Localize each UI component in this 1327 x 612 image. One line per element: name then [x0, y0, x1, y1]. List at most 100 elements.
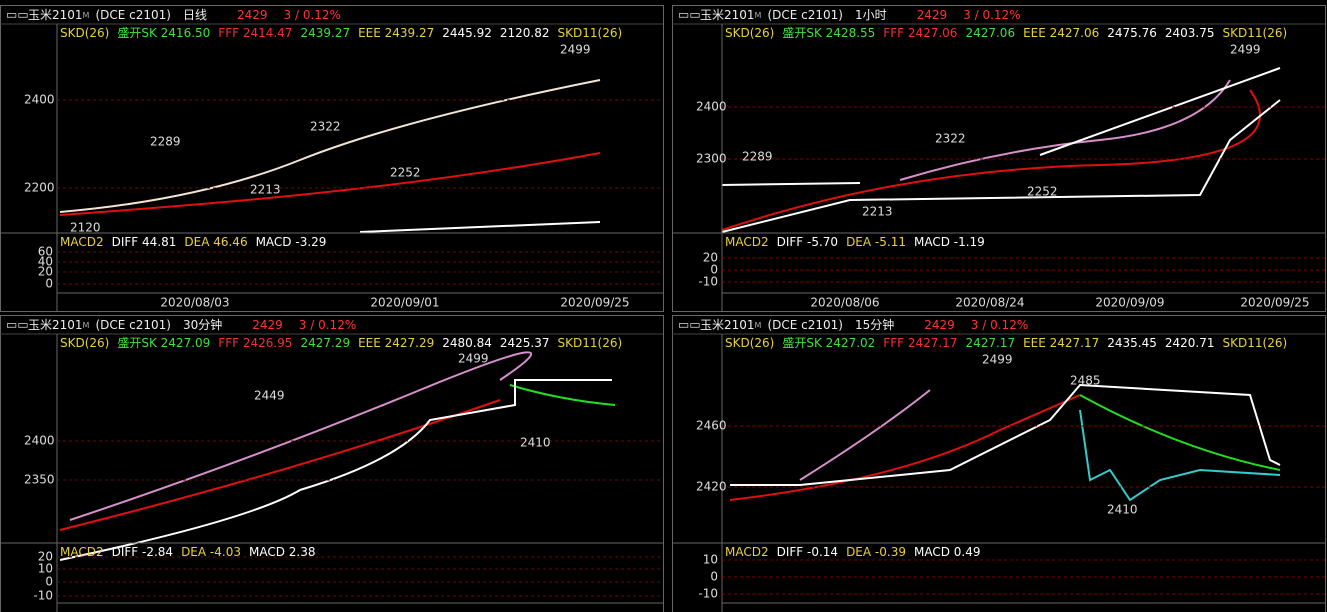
price-label: 2322: [935, 132, 966, 146]
chart-panel: ▭▭ 玉米2101M (DCE c2101) 30分钟 2429 3 / 0.12% SKD…: [0, 315, 664, 612]
x-tick-label: 2020/09/09: [1095, 296, 1164, 310]
macd-value: MACD2: [60, 545, 104, 559]
panel-border: [0, 315, 664, 612]
y-tick-label: 2350: [24, 473, 55, 487]
indicator-line: SKD(26) 盛开SK 2427.02 FFF 2427.17 2427.17 EEE…: [725, 335, 1287, 350]
header-period[interactable]: 30分钟: [183, 317, 222, 332]
indicator-line: SKD(26) 盛开SK 2427.09 FFF 2426.95 2427.29 EEE…: [60, 335, 622, 350]
indicator-value: SKD11(26): [558, 26, 623, 40]
header-code: (DCE c2101): [95, 8, 171, 22]
header-price: 2429: [237, 8, 268, 22]
indicator-value: EEE 2427.29: [358, 336, 434, 350]
price-label: 2485: [1070, 374, 1101, 388]
panel-icon: ▭▭: [6, 318, 29, 332]
price-label: 2499: [1230, 43, 1261, 57]
price-label: 2289: [742, 150, 773, 164]
price-label: 2289: [150, 135, 181, 149]
price-label: 2410: [1107, 503, 1138, 517]
indicator-value: 2425.37: [500, 336, 550, 350]
indicator-value: SKD11(26): [1223, 336, 1288, 350]
indicator-value: 2403.75: [1165, 26, 1215, 40]
indicator-value: SKD(26): [725, 26, 774, 40]
indicator-value: 盛开SK 2427.02: [782, 335, 875, 350]
y-tick-label: 2460: [696, 419, 727, 433]
panel-header: 玉米2101M (DCE c2101) 日线 2429 3 / 0.12%: [28, 8, 341, 22]
macd-value: DIFF 44.81: [112, 235, 177, 249]
indicator-value: SKD11(26): [558, 336, 623, 350]
y-tick-label: 2400: [24, 93, 55, 107]
header-period[interactable]: 日线: [183, 8, 207, 22]
indicator-value: 2427.17: [965, 336, 1015, 350]
price-label: 2322: [310, 120, 341, 134]
macd-value: DEA -4.03: [181, 545, 241, 559]
header-period[interactable]: 1小时: [855, 8, 887, 22]
macd-tick-label: -10: [698, 275, 718, 289]
macd-tick-label: 0: [45, 575, 53, 589]
price-label: 2499: [458, 352, 489, 366]
macd-value: MACD 2.38: [249, 545, 316, 559]
macd-line: MACD2 DIFF -2.84 DEA -4.03 MACD 2.38: [60, 545, 315, 559]
indicator-value: 盛开SK 2427.09: [117, 335, 210, 350]
header-symbol: 玉米2101: [700, 318, 755, 332]
indicator-value: 2445.92: [442, 26, 492, 40]
indicator-value: SKD(26): [60, 26, 109, 40]
macd-tick-label: 20: [703, 251, 718, 265]
macd-line: MACD2 DIFF 44.81 DEA 46.46 MACD -3.29: [60, 235, 326, 249]
indicator-value: 2427.06: [965, 26, 1015, 40]
header-code: (DCE c2101): [767, 8, 843, 22]
header-symbol: 玉米2101: [28, 8, 83, 22]
macd-tick-label: 0: [710, 570, 718, 584]
price-label: 2252: [1027, 185, 1058, 199]
header-period[interactable]: 15分钟: [855, 317, 894, 332]
macd-value: DEA 46.46: [184, 235, 247, 249]
header-change: 3 / 0.12%: [971, 318, 1028, 332]
header-code: (DCE c2101): [767, 318, 843, 332]
y-tick-label: 2400: [24, 434, 55, 448]
macd-tick-label: 0: [710, 263, 718, 277]
x-tick-label: 2020/08/03: [160, 296, 229, 310]
header-change: 3 / 0.12%: [284, 8, 341, 22]
macd-value: DIFF -5.70: [777, 235, 838, 249]
indicator-line: SKD(26) 盛开SK 2428.55 FFF 2427.06 2427.06 EEE…: [725, 25, 1287, 40]
price-label: 2410: [520, 436, 551, 450]
macd-tick-label: -10: [698, 587, 718, 601]
price-label: 2213: [862, 205, 893, 219]
chart-lines: [59, 67, 1281, 561]
indicator-value: SKD11(26): [1223, 26, 1288, 40]
panel-border: [0, 5, 664, 312]
macd-value: MACD2: [725, 545, 769, 559]
header-price: 2429: [924, 318, 955, 332]
price-label: 2252: [390, 166, 421, 180]
x-tick-label: 2020/09/25: [1240, 296, 1309, 310]
indicator-value: 2480.84: [442, 336, 492, 350]
chart-panel: ▭▭ 玉米2101M (DCE c2101) 1小时 2429 3 / 0.12% SKD(…: [672, 5, 1326, 312]
indicator-value: 2475.76: [1107, 26, 1157, 40]
indicator-value: 2120.82: [500, 26, 550, 40]
panel-header: 玉米2101M (DCE c2101) 1小时 2429 3 / 0.12%: [700, 8, 1021, 22]
header-symbol: 玉米2101: [28, 318, 83, 332]
indicator-value: EEE 2427.06: [1023, 26, 1099, 40]
macd-tick-label: 10: [703, 553, 718, 567]
price-label: 2120: [70, 221, 101, 235]
header-change: 3 / 0.12%: [963, 8, 1020, 22]
indicator-value: SKD(26): [725, 336, 774, 350]
indicator-value: EEE 2439.27: [358, 26, 434, 40]
header-sup: M: [755, 321, 762, 330]
indicator-value: 2420.71: [1165, 336, 1215, 350]
macd-value: MACD 0.49: [914, 545, 981, 559]
macd-tick-label: 40: [38, 255, 53, 269]
x-tick-label: 2020/08/24: [955, 296, 1024, 310]
header-change: 3 / 0.12%: [299, 318, 356, 332]
macd-line: MACD2 DIFF -0.14 DEA -0.39 MACD 0.49: [725, 545, 980, 559]
macd-tick-label: 20: [38, 265, 53, 279]
x-tick-label: 2020/09/25: [560, 296, 629, 310]
indicator-value: 盛开SK 2416.50: [117, 25, 210, 40]
header-symbol: 玉米2101: [700, 8, 755, 22]
header-price: 2429: [252, 318, 283, 332]
chart-panel: ▭▭ 玉米2101M (DCE c2101) 15分钟 2429 3 / 0.12% SKD…: [672, 315, 1326, 612]
macd-tick-label: 20: [38, 550, 53, 564]
macd-tick-label: 0: [45, 277, 53, 291]
macd-value: MACD -3.29: [256, 235, 327, 249]
indicator-value: FFF 2414.47: [218, 26, 292, 40]
